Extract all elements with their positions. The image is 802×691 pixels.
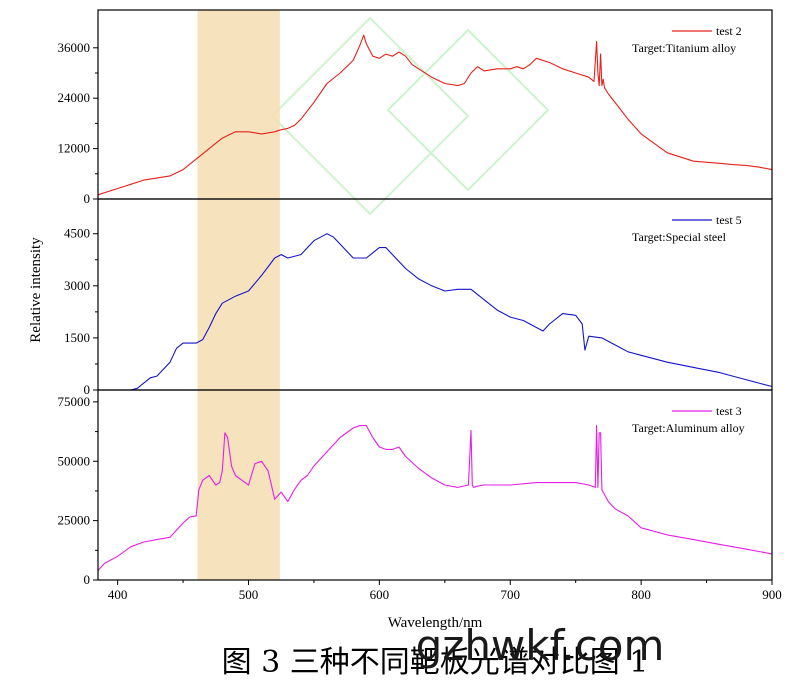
series-line <box>98 233 773 391</box>
legend-label: test 3 <box>716 404 742 418</box>
series-line <box>97 425 773 571</box>
y-tick-label: 0 <box>84 191 91 206</box>
chart-panel: 0 25000 50000 75000 test 3 Target:Aluminum al… <box>58 389 773 587</box>
x-tick-label: 500 <box>239 587 259 602</box>
watermark-diamonds <box>270 16 550 216</box>
chart-panel: 0 1500 3000 4500 test 5 Target:Special steel <box>64 198 773 397</box>
y-tick-label: 50000 <box>58 453 91 468</box>
legend-label: test 2 <box>716 24 742 38</box>
y-tick-label: 0 <box>84 382 91 397</box>
y-tick-label: 36000 <box>58 40 91 55</box>
y-tick-label: 25000 <box>58 513 91 528</box>
x-tick-label: 600 <box>370 587 390 602</box>
x-axis-title: Wavelength/nm <box>388 615 483 631</box>
y-tick-label: 24000 <box>58 90 91 105</box>
y-tick-label: 4500 <box>64 226 90 241</box>
x-tick-label: 800 <box>631 587 651 602</box>
y-tick-label: 0 <box>84 572 91 587</box>
y-tick-label: 12000 <box>58 141 91 156</box>
series-line <box>97 34 773 196</box>
legend-label: test 5 <box>716 213 742 227</box>
x-tick-label: 700 <box>501 587 521 602</box>
panel-frame <box>97 389 773 581</box>
y-tick-label: 1500 <box>64 330 90 345</box>
watermark-diamond <box>270 16 470 216</box>
watermark-diamond <box>386 28 550 192</box>
figure-caption: 图 3 三种不同靶板光谱对比图 1 <box>222 645 649 680</box>
y-axis-title: Relative intensity <box>28 237 44 343</box>
chart-panel: 0 12000 24000 36000 test 2 Target:Titanium al… <box>58 9 773 206</box>
watermark-text: gzhwkf.com <box>416 621 665 670</box>
y-tick-label: 3000 <box>64 278 90 293</box>
x-tick-label: 400 <box>108 587 128 602</box>
legend-target: Target:Aluminum alloy <box>632 421 745 435</box>
y-tick-label: 75000 <box>58 394 91 409</box>
legend-target: Target:Special steel <box>632 230 727 244</box>
legend-target: Target:Titanium alloy <box>632 41 736 55</box>
x-tick-label: 900 <box>762 587 782 602</box>
